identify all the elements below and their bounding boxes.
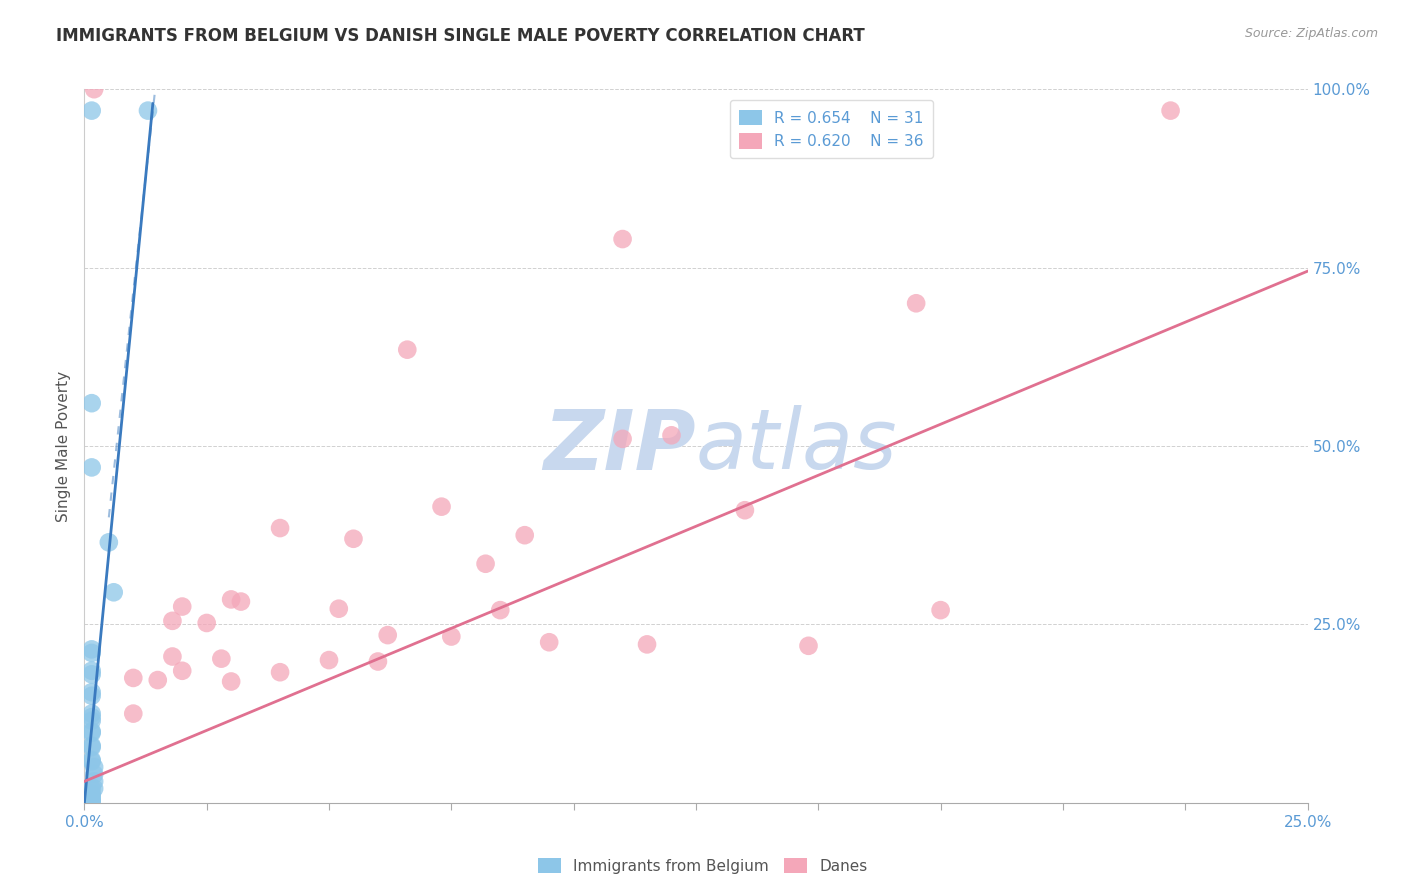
Point [80, 667, 103, 681]
Point [83, 767, 105, 781]
Point [328, 601, 350, 615]
Point [1160, 103, 1182, 118]
Point [318, 653, 340, 667]
Point [489, 603, 512, 617]
Point [80, 710, 103, 724]
Point [97, 535, 120, 549]
Point [80, 781, 103, 796]
Point [80, 685, 103, 699]
Point [219, 592, 242, 607]
Point [396, 343, 419, 357]
Point [80, 646, 103, 660]
Point [734, 503, 756, 517]
Point [80, 795, 103, 809]
Point [83, 781, 105, 796]
Point [377, 628, 399, 642]
Point [80, 664, 103, 678]
Point [122, 671, 145, 685]
Point [83, 82, 105, 96]
Point [195, 615, 218, 630]
Point [162, 614, 184, 628]
Point [209, 651, 232, 665]
Point [80, 755, 103, 769]
Point [269, 521, 291, 535]
Text: IMMIGRANTS FROM BELGIUM VS DANISH SINGLE MALE POVERTY CORRELATION CHART: IMMIGRANTS FROM BELGIUM VS DANISH SINGLE… [56, 27, 865, 45]
Point [80, 787, 103, 801]
Point [80, 689, 103, 703]
Point [229, 594, 252, 608]
Text: atlas: atlas [696, 406, 897, 486]
Point [513, 528, 536, 542]
Point [80, 460, 103, 475]
Point [797, 639, 820, 653]
Point [474, 557, 496, 571]
Legend: Immigrants from Belgium, Danes: Immigrants from Belgium, Danes [531, 852, 875, 880]
Legend: R = 0.654    N = 31, R = 0.620    N = 36: R = 0.654 N = 31, R = 0.620 N = 36 [730, 101, 934, 159]
Point [80, 739, 103, 753]
Point [172, 599, 194, 614]
Point [122, 706, 145, 721]
Point [367, 655, 389, 669]
Point [80, 714, 103, 728]
Point [80, 789, 103, 803]
Text: Source: ZipAtlas.com: Source: ZipAtlas.com [1244, 27, 1378, 40]
Point [80, 724, 103, 739]
Point [440, 630, 463, 644]
Point [80, 794, 103, 808]
Point [146, 673, 169, 687]
Point [929, 603, 952, 617]
Point [80, 726, 103, 740]
Point [80, 103, 103, 118]
Point [80, 753, 103, 767]
Point [83, 774, 105, 789]
Point [538, 635, 561, 649]
Point [172, 664, 194, 678]
Point [661, 428, 683, 442]
Point [136, 103, 159, 118]
Point [80, 642, 103, 657]
Point [80, 792, 103, 806]
Point [103, 585, 125, 599]
Point [342, 532, 364, 546]
Point [430, 500, 453, 514]
Text: ZIP: ZIP [543, 406, 696, 486]
Y-axis label: Single Male Poverty: Single Male Poverty [56, 370, 72, 522]
Point [162, 649, 184, 664]
Point [219, 674, 242, 689]
Point [269, 665, 291, 680]
Point [80, 706, 103, 721]
Point [80, 396, 103, 410]
Point [80, 740, 103, 755]
Point [905, 296, 928, 310]
Point [83, 760, 105, 774]
Point [612, 432, 634, 446]
Point [612, 232, 634, 246]
Point [636, 637, 658, 651]
